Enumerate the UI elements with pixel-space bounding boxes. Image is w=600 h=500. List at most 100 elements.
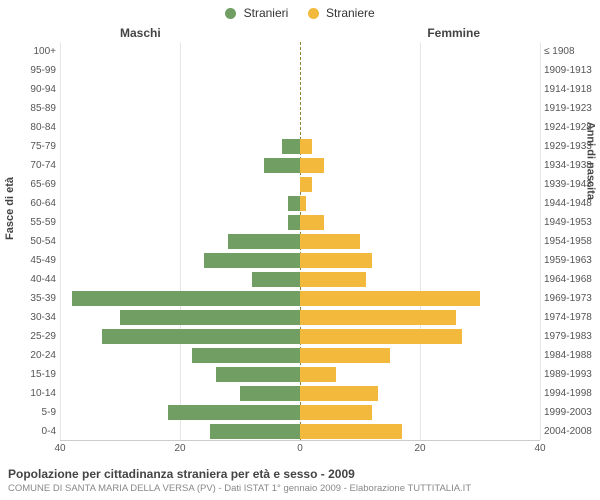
age-row: 0-42004-2008 [60,422,540,441]
chart-subtitle: COMUNE DI SANTA MARIA DELLA VERSA (PV) -… [8,483,592,494]
age-row: 70-741934-1938 [60,156,540,175]
xtick: 0 [297,443,303,454]
ytick-birth: 1919-1923 [544,99,598,118]
bar-female [300,367,336,382]
bar-female [300,215,324,230]
ytick-age: 100+ [18,42,56,61]
legend-label-male: Stranieri [244,6,289,20]
age-row: 40-441964-1968 [60,270,540,289]
ytick-age: 45-49 [18,251,56,270]
bar-male [192,348,300,363]
ytick-birth: 1929-1933 [544,137,598,156]
ytick-age: 20-24 [18,346,56,365]
ytick-age: 65-69 [18,175,56,194]
legend-swatch-female [308,8,319,19]
ytick-birth: 1949-1953 [544,213,598,232]
bar-female [300,158,324,173]
ytick-birth: 1994-1998 [544,384,598,403]
ytick-birth: 1944-1948 [544,194,598,213]
age-row: 55-591949-1953 [60,213,540,232]
ytick-birth: 1954-1958 [544,232,598,251]
xtick: 20 [174,443,185,454]
bar-female [300,329,462,344]
bar-female [300,405,372,420]
bar-male [168,405,300,420]
ytick-age: 75-79 [18,137,56,156]
bar-male [288,196,300,211]
population-pyramid-chart: Stranieri Straniere Maschi Femmine Fasce… [0,0,600,500]
y-axis-title-age: Fasce di età [4,177,16,240]
ytick-age: 60-64 [18,194,56,213]
legend-item-male: Stranieri [225,6,288,20]
ytick-birth: 1999-2003 [544,403,598,422]
bar-male [120,310,300,325]
legend-item-female: Straniere [308,6,375,20]
bar-female [300,234,360,249]
legend: Stranieri Straniere [0,6,600,20]
ytick-birth: 1924-1928 [544,118,598,137]
ytick-birth: 1934-1938 [544,156,598,175]
bar-female [300,386,378,401]
age-row: 5-91999-2003 [60,403,540,422]
bar-male [102,329,300,344]
ytick-birth: 1909-1913 [544,61,598,80]
bar-male [240,386,300,401]
age-row: 15-191989-1993 [60,365,540,384]
ytick-birth: 1984-1988 [544,346,598,365]
age-row: 60-641944-1948 [60,194,540,213]
bar-female [300,424,402,439]
bar-female [300,139,312,154]
age-row: 30-341974-1978 [60,308,540,327]
bar-female [300,196,306,211]
ytick-birth: 2004-2008 [544,422,598,441]
bar-female [300,310,456,325]
bar-male [264,158,300,173]
ytick-age: 35-39 [18,289,56,308]
ytick-birth: 1914-1918 [544,80,598,99]
ytick-birth: 1969-1973 [544,289,598,308]
age-row: 25-291979-1983 [60,327,540,346]
ytick-age: 80-84 [18,118,56,137]
ytick-age: 95-99 [18,61,56,80]
ytick-birth: 1964-1968 [544,270,598,289]
ytick-age: 50-54 [18,232,56,251]
age-row: 45-491959-1963 [60,251,540,270]
bar-male [72,291,300,306]
age-row: 50-541954-1958 [60,232,540,251]
ytick-birth: 1989-1993 [544,365,598,384]
age-row: 35-391969-1973 [60,289,540,308]
plot-area: 100+≤ 190895-991909-191390-941914-191885… [60,42,540,440]
ytick-birth: 1939-1943 [544,175,598,194]
bar-female [300,348,390,363]
bar-male [210,424,300,439]
age-row: 65-691939-1943 [60,175,540,194]
ytick-birth: 1979-1983 [544,327,598,346]
ytick-age: 5-9 [18,403,56,422]
bar-female [300,253,372,268]
age-row: 95-991909-1913 [60,61,540,80]
ytick-birth: 1974-1978 [544,308,598,327]
ytick-age: 10-14 [18,384,56,403]
age-row: 75-791929-1933 [60,137,540,156]
ytick-age: 15-19 [18,365,56,384]
ytick-birth: 1959-1963 [544,251,598,270]
gridline [540,42,541,440]
age-row: 10-141994-1998 [60,384,540,403]
legend-swatch-male [225,8,236,19]
bar-male [228,234,300,249]
ytick-age: 30-34 [18,308,56,327]
bar-female [300,177,312,192]
ytick-age: 55-59 [18,213,56,232]
ytick-age: 0-4 [18,422,56,441]
xtick: 40 [534,443,545,454]
bar-male [204,253,300,268]
column-title-female: Femmine [427,26,480,40]
age-row: 85-891919-1923 [60,99,540,118]
age-row: 90-941914-1918 [60,80,540,99]
legend-label-female: Straniere [326,6,375,20]
chart-title: Popolazione per cittadinanza straniera p… [8,467,592,481]
xtick: 40 [54,443,65,454]
bar-male [288,215,300,230]
ytick-age: 85-89 [18,99,56,118]
column-title-male: Maschi [120,26,161,40]
